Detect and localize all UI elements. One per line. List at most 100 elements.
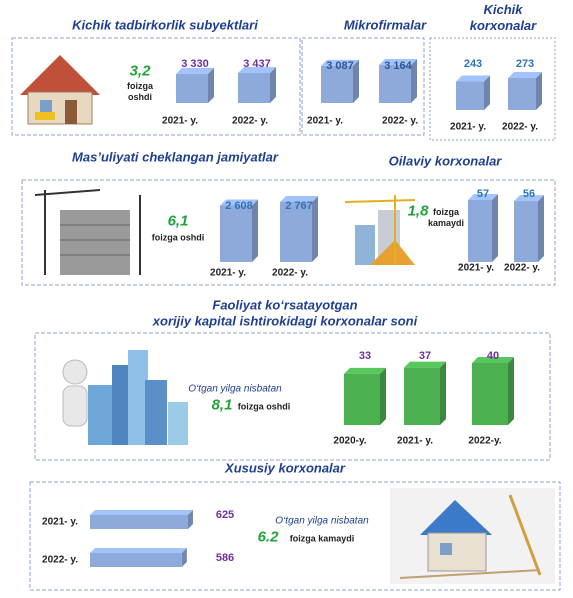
bar-top [404,361,446,368]
illustration-city [62,350,188,445]
frames [11,37,561,591]
frame [429,37,556,141]
category-label: 2022- y. [232,115,268,127]
annotation-value: 6,1 [167,212,189,230]
chart-title: Kichik tadbirkorlik subyektlari [72,17,258,33]
bar-side [380,367,386,425]
category-label: 2022- y. [502,121,538,133]
category-label: 2021- y. [397,435,433,447]
bar-side [208,67,214,103]
bar [344,373,380,425]
bar [90,553,182,567]
bar [90,515,188,529]
annotation-value: 6.2 [257,528,279,546]
bar-side [538,195,544,262]
annotation-value: 3,2 [129,62,151,80]
bar [220,205,252,262]
bar-top [508,72,542,78]
bar-top [90,510,193,515]
value-label: 3 330 [181,58,209,70]
bar-top [321,59,359,66]
category-label: 2022-y. [468,435,502,447]
bar [508,78,536,110]
illustration-building [34,189,141,275]
category-label: 2022- y. [382,115,418,127]
chart-title: Mikrofirmalar [343,17,427,33]
annotation-intro: O‘tgan yilga nisbatan [188,383,282,395]
bar-top [280,196,318,202]
chart-title: Oilaviy korxonalar [388,153,502,169]
category-label: 2021- y. [450,121,486,133]
chart-title: Xususiy korxonalar [225,460,345,476]
value-label: 57 [476,188,490,200]
bar-top [456,75,490,82]
frame [301,37,425,136]
annotation-text: foizga oshdi [151,232,205,243]
value-label: 2 767 [285,200,313,212]
chart-title: Kichik korxonalar [469,2,537,33]
bar [468,200,492,262]
bar-top [514,195,544,202]
bar [238,73,270,103]
bar-side [536,72,542,110]
bar [456,81,484,110]
annotation-value: 1,8 [407,202,429,220]
bar-top [472,357,514,363]
annotation-text: foizga oshdi [237,401,291,412]
bar-side [252,199,258,262]
category-label: 2021- y. [458,262,494,274]
bar-top [344,367,386,374]
bar-side [440,361,446,425]
frame [29,481,561,591]
chart-title: Faoliyat ko‘rsatayotgan [212,297,358,313]
bar [404,367,440,425]
category-label: 2021- y. [42,516,78,528]
bar-side [312,196,318,262]
value-label: 3 437 [243,58,271,70]
category-label: 2022- y. [42,554,78,566]
bar-top [468,194,498,200]
annotation-text: foizga kamaydi [427,207,465,228]
bar-side [492,194,498,262]
bar-side [353,59,359,103]
value-label: 2 608 [225,200,253,212]
chart-title: Mas’uliyati cheklangan jamiyatlar [72,149,278,165]
value-label: 586 [215,552,235,564]
illustration-construction [344,195,416,265]
bar [280,202,312,262]
bar-top [220,199,258,206]
bar-top [176,67,214,74]
illustration-house [20,55,100,125]
category-label: 2020-y. [333,435,367,447]
bar-side [411,59,417,103]
value-label: 625 [215,509,235,521]
value-label: 56 [522,188,536,200]
value-label: 243 [463,58,483,70]
value-label: 3 087 [326,60,354,72]
category-label: 2021- y. [210,267,246,279]
frame [34,332,551,461]
annotation-text: foizga oshdi [127,81,153,102]
chart-title: xorijiy kapital ishtirokidagi korxonalar… [152,313,418,329]
value-label: 37 [418,350,432,362]
bar-top [379,59,417,65]
value-label: 33 [358,350,372,362]
bar-side [188,510,193,529]
bar [514,201,538,262]
category-label: 2022- y. [504,262,540,274]
category-label: 2021- y. [307,115,343,127]
value-label: 3 164 [384,60,412,72]
category-label: 2021- y. [162,115,198,127]
bar-side [484,75,490,110]
bar-side [270,67,276,103]
bar [472,363,508,425]
bar-top [238,67,276,73]
category-label: 2022- y. [272,267,308,279]
value-label: 40 [486,350,500,362]
bar-top [90,548,187,553]
illustration-blueprint-house [390,488,555,584]
bar-side [181,548,187,567]
bar [379,65,411,103]
